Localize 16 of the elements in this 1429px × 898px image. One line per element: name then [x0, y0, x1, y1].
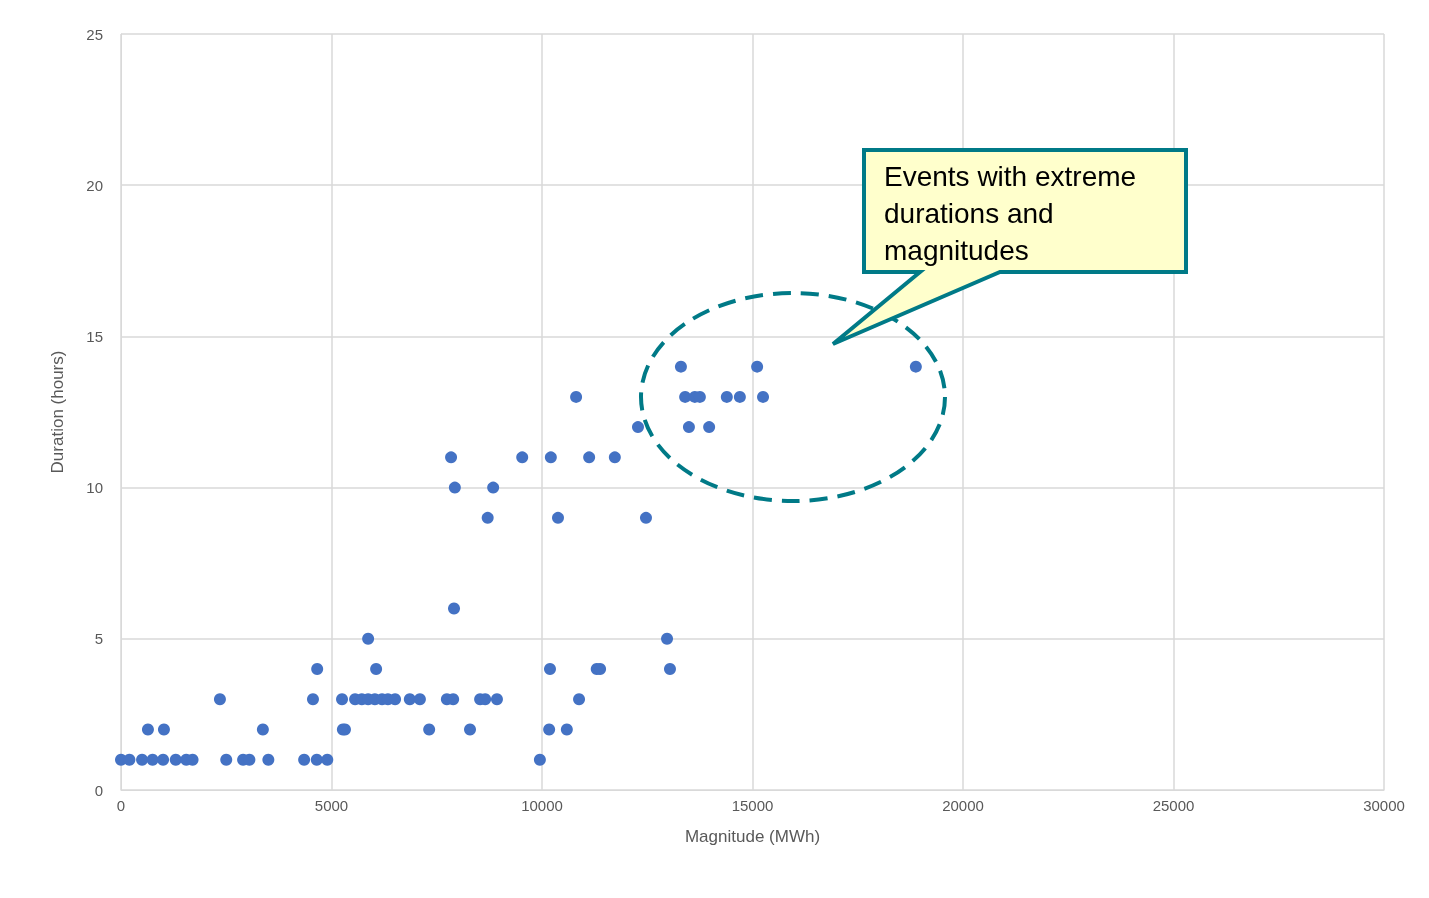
y-axis-title: Duration (hours): [48, 350, 67, 474]
x-tick-label: 30000: [1363, 797, 1405, 814]
x-tick-label: 20000: [942, 797, 984, 814]
y-tick-label: 5: [94, 630, 103, 648]
y-tick-label: 25: [86, 25, 103, 43]
x-tick-label: 5000: [314, 797, 349, 814]
x-tick-label: 0: [116, 797, 126, 814]
x-axis-title: Magnitude (MWh): [684, 827, 821, 846]
y-tick-label: 15: [86, 327, 103, 345]
y-tick-label: 10: [86, 479, 103, 497]
x-tick-label: 25000: [1152, 797, 1195, 814]
y-tick-label: 0: [94, 781, 103, 799]
annotation: Events with extreme durations and magnitudes: [884, 160, 1138, 268]
x-tick-label: 15000: [731, 797, 774, 814]
y-tick-label: 20: [86, 176, 103, 194]
x-tick-label: 10000: [521, 797, 563, 814]
